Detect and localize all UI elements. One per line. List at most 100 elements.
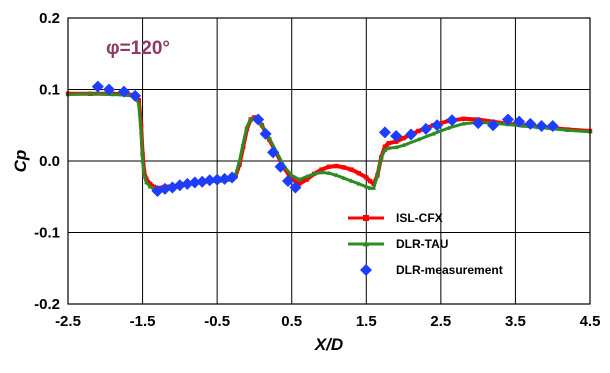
y-tick-label: 0.2 [39,10,60,27]
plot-frame [67,17,591,305]
data-point [419,122,432,135]
data-point [226,171,239,184]
data-point [181,177,194,190]
data-point [382,144,388,149]
data-point [520,123,526,128]
data-point [393,144,399,150]
data-point [461,121,466,126]
y-tick-label: 0.1 [39,82,60,99]
legend-label: ISL-CFX [396,211,443,225]
data-point [147,184,153,189]
data-point [129,89,142,102]
data-point [140,158,145,163]
x-tick-label: -0.5 [204,313,230,330]
data-point [311,171,317,176]
y-axis-title: Cp [11,150,30,173]
series-layer [65,80,593,198]
y-tick-label: 0.0 [39,153,60,170]
data-point [158,182,171,195]
data-point [319,169,324,175]
data-point [524,117,537,130]
data-point [252,113,265,126]
y-tick-labels: -0.2 -0.1 0.0 0.1 0.2 [34,10,60,313]
x-tick-labels: -2.5 -1.5 -0.5 0.5 1.5 2.5 3.5 4.5 [55,313,600,330]
data-point [144,179,149,185]
data-point [218,172,231,185]
data-point [91,80,104,93]
data-point [173,179,186,192]
x-tick-label: -1.5 [130,313,156,330]
data-point [401,135,406,141]
legend: ISL-CFX DLR-TAU DLR-measurement [348,211,503,277]
data-point [379,154,384,160]
data-point [259,122,265,128]
data-point [326,170,332,175]
x-tick-label: 1.5 [356,313,377,330]
data-point [296,176,302,182]
legend-item: DLR-TAU [348,237,448,251]
data-point [237,158,242,163]
data-point [416,136,421,142]
data-point [241,140,246,145]
data-point [304,174,309,179]
data-point [382,147,388,153]
data-point [356,170,362,176]
data-point [267,146,280,159]
phi-annotation: φ=120° [106,38,170,59]
data-point [390,129,403,142]
data-point [431,131,436,136]
data-point [472,117,485,130]
data-point [446,114,459,127]
data-point [138,129,144,135]
data-point [334,172,339,178]
data-point [565,127,570,133]
data-point [546,119,559,132]
x-tick-label: 0.5 [281,313,302,330]
data-point [244,124,250,129]
data-point [487,119,500,132]
x-tick-label: -2.5 [55,313,81,330]
data-point [281,175,294,188]
legend-label: DLR-measurement [396,263,503,277]
data-point [535,119,548,132]
data-point [188,176,201,189]
data-point [401,142,406,148]
data-point [431,119,444,132]
data-point [136,101,142,106]
data-point [110,91,115,97]
x-axis-title: X/D [314,335,343,354]
data-point [446,125,451,130]
data-point [196,175,209,188]
legend-marker [360,264,372,276]
series-dlr-measurement [91,80,559,198]
legend-marker [363,215,369,221]
legend-item: DLR-measurement [360,263,503,277]
data-point [501,113,514,126]
data-point [319,167,324,172]
data-point [371,185,376,190]
data-point [367,178,373,184]
data-point [416,128,421,134]
data-point [274,160,287,173]
x-tick-label: 4.5 [580,313,601,330]
data-point [349,178,354,183]
data-point [356,181,362,186]
data-point [513,115,526,128]
data-point [375,172,380,178]
legend-label: DLR-TAU [396,237,448,251]
data-point [364,175,369,180]
data-point [289,181,302,194]
data-point [304,177,309,182]
data-point [334,163,339,169]
data-point [289,172,294,178]
data-point [103,83,116,96]
data-point [248,116,253,122]
y-tick-label: -0.1 [34,225,60,242]
data-point [405,128,418,141]
data-point [147,181,153,187]
data-point [136,98,142,103]
data-point [349,167,354,172]
data-point [267,135,272,140]
data-point [259,127,272,140]
